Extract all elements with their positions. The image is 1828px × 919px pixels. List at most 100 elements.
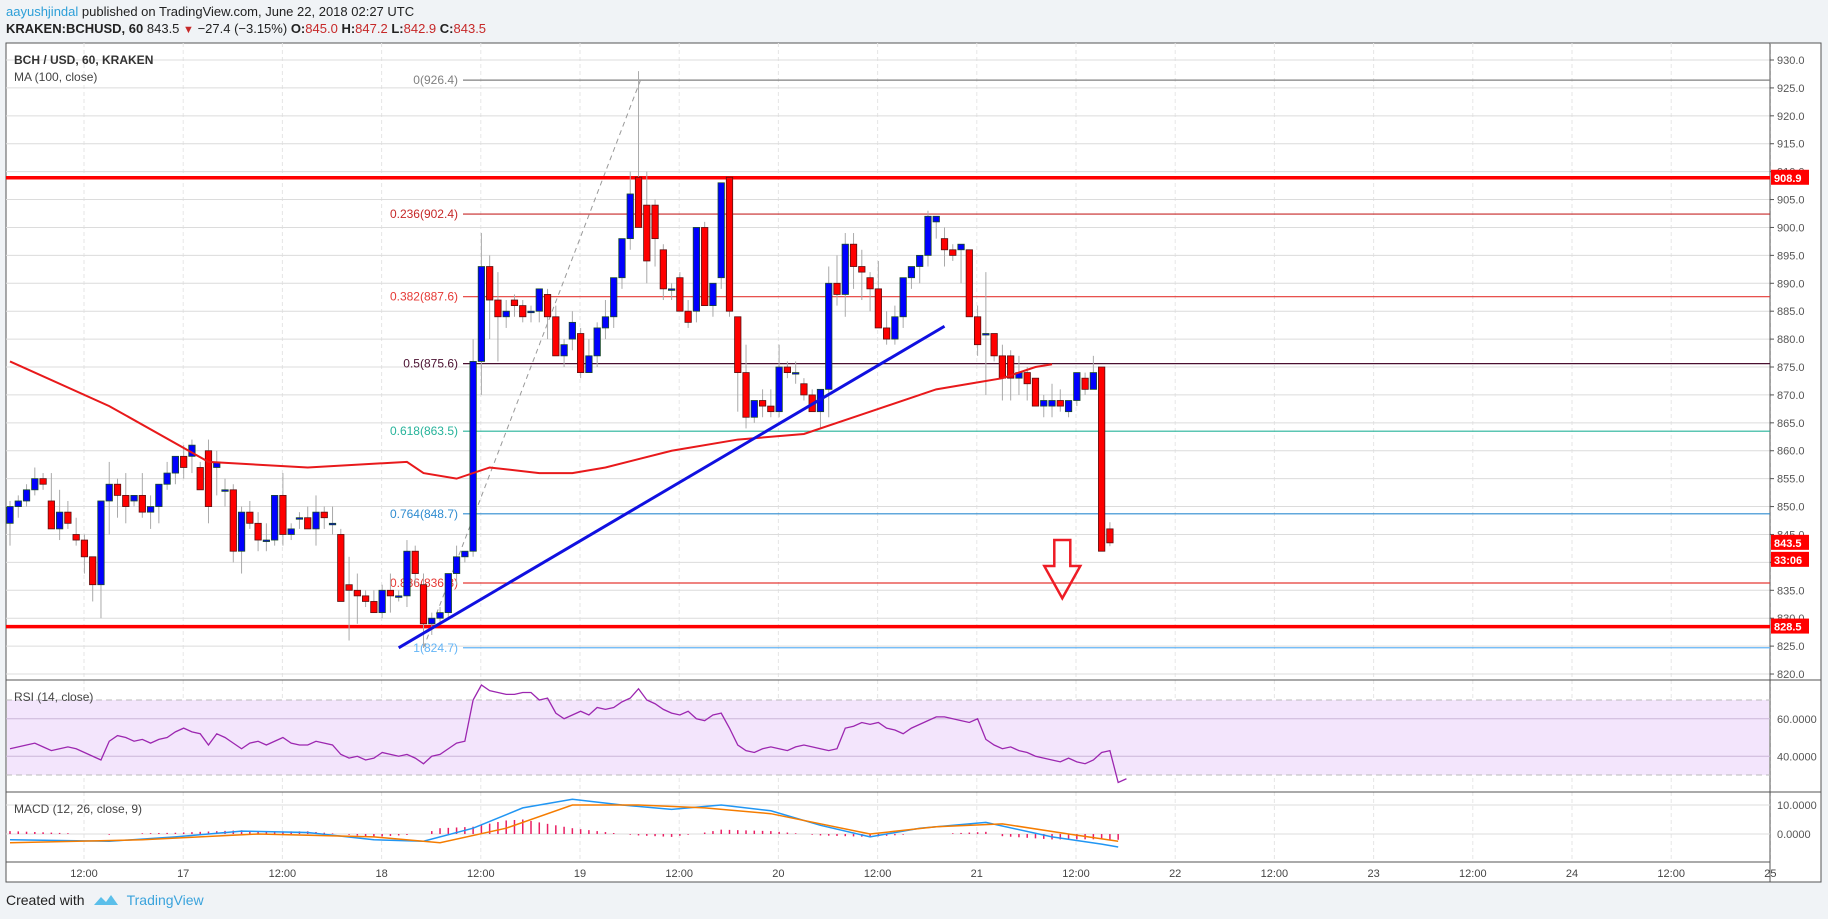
price-axis-label: 890.0: [1777, 278, 1805, 290]
bearish-candle: [866, 277, 874, 290]
bullish-candle: [452, 556, 461, 574]
publish-info: aayushjindal published on TradingView.co…: [6, 4, 414, 19]
support-badge-label: 828.5: [1774, 622, 1802, 634]
bullish-candle: [1073, 372, 1081, 401]
bearish-candle: [1056, 400, 1064, 407]
time-axis-label: 12:00: [864, 868, 892, 880]
macd-axis-label: 0.0000: [1777, 829, 1811, 841]
open-label: O:: [290, 21, 306, 36]
bearish-candle: [676, 277, 684, 312]
resistance-badge: [1771, 169, 1809, 185]
last-price: 843.5: [146, 21, 180, 36]
last-price-badge-label: 843.5: [1774, 538, 1802, 550]
price-axis-label: 900.0: [1777, 222, 1805, 234]
price-axis-label: 920.0: [1777, 111, 1805, 123]
bullish-candle: [378, 589, 386, 614]
time-axis-label: 12:00: [70, 868, 98, 880]
candlesticks: [6, 71, 1114, 648]
bearish-candle: [362, 595, 370, 602]
bearish-candle: [1031, 377, 1040, 407]
bullish-candle: [775, 366, 783, 413]
bullish-candle: [436, 612, 444, 619]
bearish-candle: [229, 489, 237, 552]
bearish-candle: [742, 372, 750, 418]
fib-level-label: 1(824.7): [413, 641, 458, 655]
bullish-candle: [14, 500, 22, 507]
bullish-candle: [31, 478, 39, 491]
bearish-candle: [204, 450, 213, 507]
bullish-candle: [155, 483, 163, 507]
bullish-candle: [585, 355, 593, 373]
bullish-candle: [899, 277, 907, 318]
bearish-candle: [494, 299, 502, 318]
time-axis-label: 24: [1566, 868, 1578, 880]
bearish-candle: [858, 266, 866, 273]
price-axis-label: 885.0: [1777, 306, 1805, 318]
bearish-candle: [767, 405, 775, 413]
bullish-candle: [527, 310, 535, 314]
footer: Created with TradingView: [6, 892, 204, 908]
bearish-candle: [320, 511, 328, 519]
bullish-candle: [469, 361, 477, 552]
tradingview-link[interactable]: TradingView: [126, 892, 204, 908]
created-with-label: Created with: [6, 892, 85, 908]
bearish-candle: [651, 204, 659, 240]
bullish-candle: [477, 266, 485, 362]
high-label: H:: [341, 21, 356, 36]
bearish-candle: [419, 584, 428, 625]
time-axis-label: 21: [971, 868, 983, 880]
bullish-candle: [295, 517, 304, 520]
fib-trend-dashed-line: [423, 79, 641, 648]
bearish-candle: [965, 249, 973, 318]
close-label: C:: [439, 21, 454, 36]
time-axis-label: 23: [1367, 868, 1379, 880]
bearish-candle: [72, 534, 80, 541]
bearish-candle: [552, 316, 560, 357]
macd-axis-label: 10.0000: [1777, 800, 1817, 812]
macd-legend: MACD (12, 26, close, 9): [14, 802, 142, 816]
bullish-candle: [535, 288, 543, 312]
bearish-candle: [353, 589, 361, 597]
bearish-candle: [304, 517, 312, 530]
last-price-badge: [1771, 534, 1809, 550]
bearish-candle: [89, 556, 97, 586]
open-value: 845.0: [305, 21, 338, 36]
bearish-candle: [783, 366, 791, 373]
trendline[interactable]: [397, 324, 946, 650]
bearish-candle: [758, 400, 767, 407]
bearish-candle: [1007, 355, 1015, 379]
bullish-candle: [262, 539, 270, 542]
bearish-candle: [998, 355, 1007, 379]
bearish-candle: [833, 282, 841, 295]
bearish-candle: [1106, 528, 1114, 544]
bullish-candle: [403, 550, 411, 597]
price-axis-label: 850.0: [1777, 502, 1805, 514]
author-link[interactable]: aayushjindal: [6, 4, 79, 19]
time-axis-label: 12:00: [269, 868, 297, 880]
bullish-candle: [287, 528, 295, 535]
bullish-candle: [428, 617, 436, 625]
bearish-candle: [279, 494, 287, 535]
bullish-candle: [560, 344, 568, 357]
macd-signal-line: [9, 804, 1119, 844]
bullish-candle: [891, 316, 899, 340]
bearish-candle: [874, 288, 882, 329]
bearish-candle: [138, 494, 146, 513]
bullish-candle: [568, 321, 576, 340]
bullish-candle: [56, 511, 64, 530]
bearish-candle: [643, 204, 651, 262]
bar-countdown-badge-label: 33:06: [1774, 555, 1802, 567]
bullish-candle: [750, 400, 758, 418]
time-axis-label: 12:00: [1459, 868, 1487, 880]
time-axis-label: 18: [375, 868, 387, 880]
bullish-candle: [626, 193, 634, 240]
bullish-candle: [221, 489, 229, 492]
bullish-candle: [395, 595, 403, 598]
fibonacci-retracement[interactable]: 0(926.4) 0.236(902.4) 0.382(887.6) 0.5(875.…: [390, 73, 1770, 655]
fib-level-label: 0(926.4): [413, 73, 458, 87]
bearish-candle: [1023, 372, 1031, 385]
bearish-candle: [940, 238, 949, 251]
rsi-band: [7, 700, 1769, 775]
rsi-legend: RSI (14, close): [14, 690, 93, 704]
